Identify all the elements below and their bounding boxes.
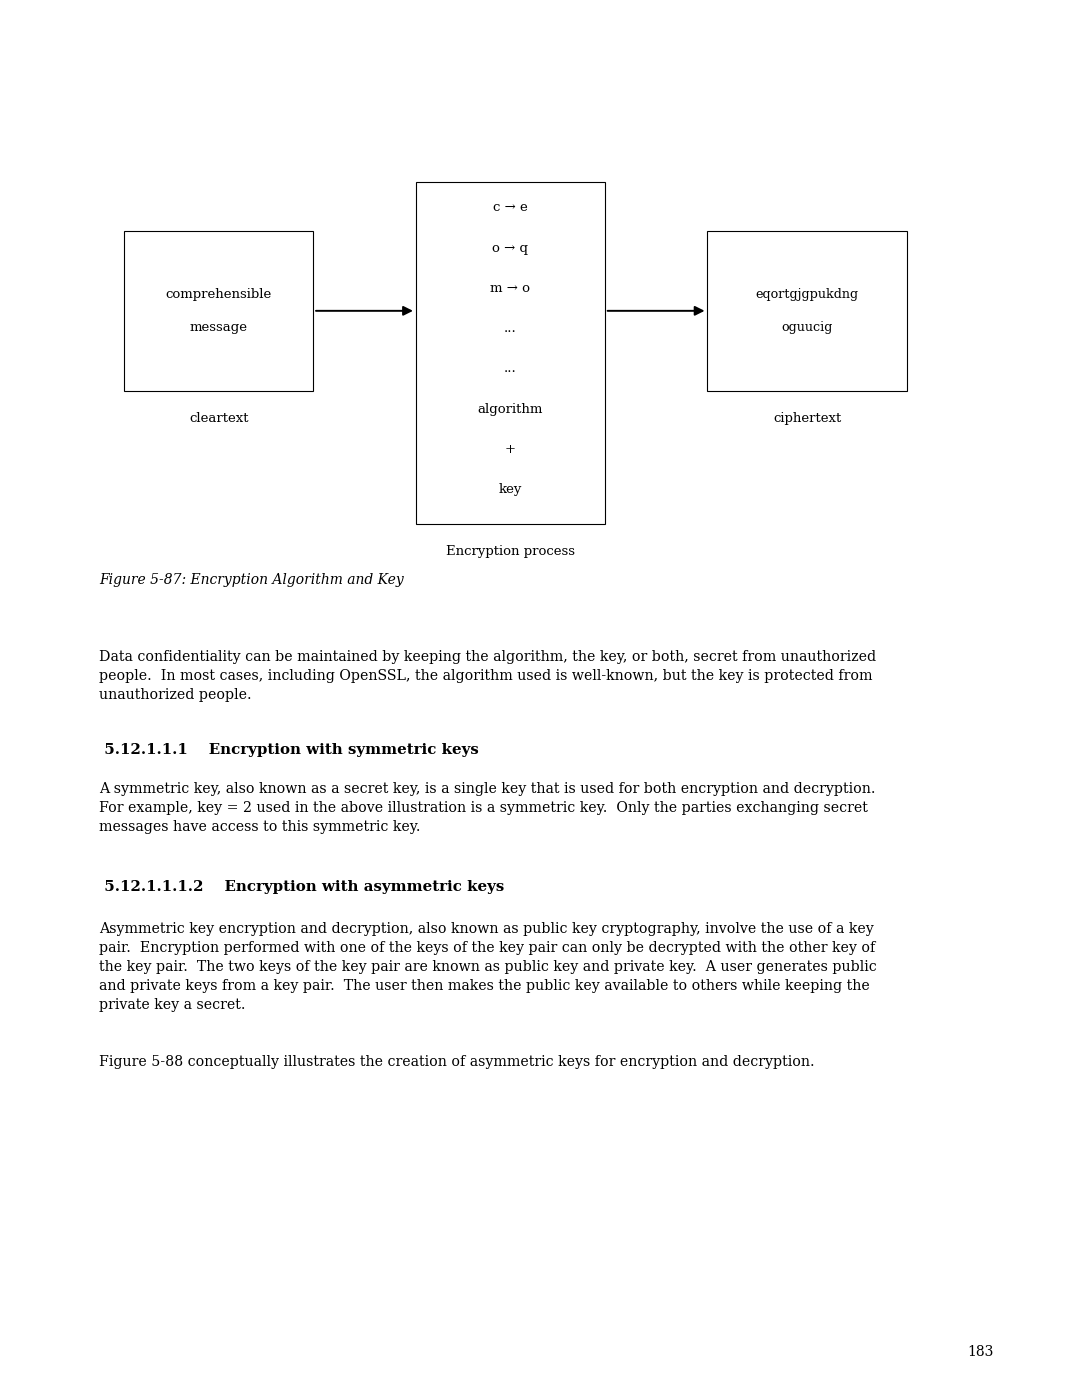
Text: cleartext: cleartext: [189, 412, 248, 425]
Text: oguucig: oguucig: [782, 321, 833, 334]
Text: key: key: [499, 483, 522, 496]
Text: +: +: [504, 443, 516, 455]
Text: 5.12.1.1.1    Encryption with symmetric keys: 5.12.1.1.1 Encryption with symmetric key…: [99, 743, 480, 757]
Text: message: message: [190, 321, 247, 334]
Text: ...: ...: [504, 323, 516, 335]
Text: Asymmetric key encryption and decryption, also known as public key cryptography,: Asymmetric key encryption and decryption…: [99, 922, 877, 1011]
Text: c → e: c → e: [492, 201, 528, 214]
Text: Figure 5-88 conceptually illustrates the creation of asymmetric keys for encrypt: Figure 5-88 conceptually illustrates the…: [99, 1055, 815, 1069]
Text: comprehensible: comprehensible: [165, 288, 272, 300]
Text: A symmetric key, also known as a secret key, is a single key that is used for bo: A symmetric key, also known as a secret …: [99, 782, 876, 834]
Text: 183: 183: [968, 1345, 994, 1359]
Bar: [124, 231, 313, 391]
Text: Figure 5-87: Encryption Algorithm and Key: Figure 5-87: Encryption Algorithm and Ke…: [99, 573, 404, 587]
Text: 5.12.1.1.1.2    Encryption with asymmetric keys: 5.12.1.1.1.2 Encryption with asymmetric …: [99, 880, 504, 894]
Text: m → o: m → o: [490, 282, 530, 295]
Text: algorithm: algorithm: [477, 402, 543, 416]
Text: Encryption process: Encryption process: [446, 545, 575, 557]
Text: ciphertext: ciphertext: [773, 412, 841, 425]
Text: ...: ...: [504, 362, 516, 376]
Text: Data confidentiality can be maintained by keeping the algorithm, the key, or bot: Data confidentiality can be maintained b…: [99, 650, 877, 701]
Bar: [416, 182, 605, 524]
Bar: [707, 231, 907, 391]
Text: o → q: o → q: [492, 242, 528, 254]
Text: eqortgjgpukdng: eqortgjgpukdng: [756, 288, 859, 300]
